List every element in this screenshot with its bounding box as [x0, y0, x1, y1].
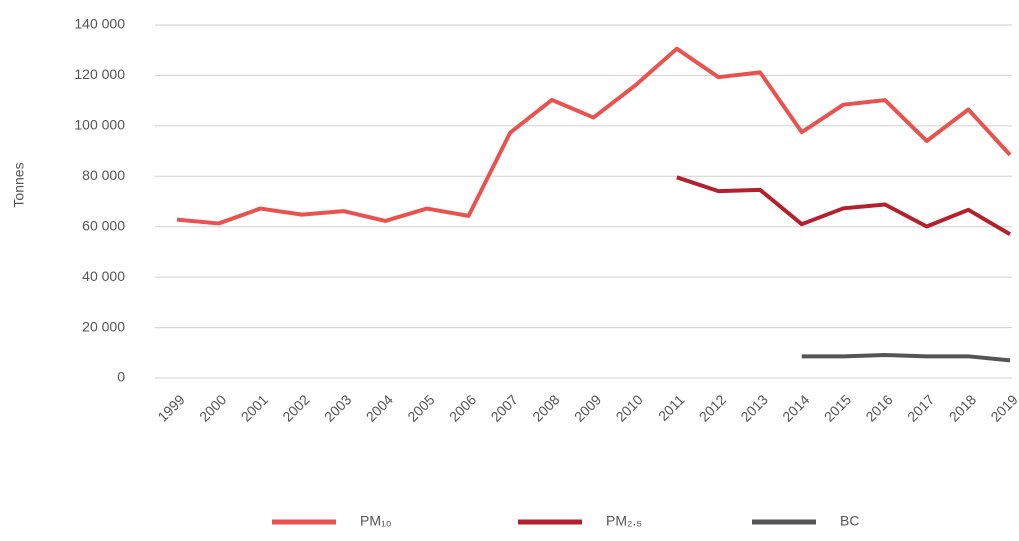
y-tick-label: 60 000 [82, 217, 125, 233]
x-tick-label: 2011 [655, 391, 688, 424]
x-tick-label: 1999 [154, 391, 187, 424]
x-tick-label: 2002 [279, 391, 312, 424]
y-tick-label: 100 000 [74, 117, 125, 133]
x-tick-label: 2005 [404, 391, 437, 424]
legend-label: PM₁₀ [360, 513, 392, 529]
x-tick-label: 2008 [529, 391, 562, 424]
x-tick-label: 2010 [613, 391, 646, 424]
y-tick-label: 80 000 [82, 167, 125, 183]
x-tick-label: 2018 [946, 391, 979, 424]
legend-label: BC [840, 513, 859, 529]
x-tick-label: 2001 [238, 391, 271, 424]
y-tick-label: 40 000 [82, 268, 125, 284]
x-tick-label: 2019 [987, 391, 1019, 424]
x-tick-label: 2007 [488, 391, 521, 424]
x-tick-label: 2009 [571, 391, 604, 424]
x-tick-label: 2003 [321, 391, 354, 424]
y-tick-label: 20 000 [82, 318, 125, 334]
line-series [801, 353, 1011, 363]
legend-label: PM₂.₅ [606, 513, 642, 529]
x-tick-label: 2013 [737, 391, 770, 424]
line-series [176, 46, 1012, 226]
y-tick-label: 140 000 [74, 16, 125, 32]
x-tick-label: 2000 [196, 391, 229, 424]
y-tick-label: 0 [117, 369, 125, 385]
y-axis-label: Tonnes [11, 162, 27, 207]
line-series [676, 175, 1012, 237]
x-tick-label: 2006 [446, 391, 479, 424]
y-tick-label: 120 000 [74, 66, 125, 82]
x-tick-label: 2015 [821, 391, 854, 424]
x-tick-label: 2004 [363, 391, 396, 424]
x-tick-label: 2014 [779, 391, 812, 424]
x-tick-label: 2016 [862, 391, 895, 424]
x-tick-label: 2012 [696, 391, 729, 424]
x-tick-label: 2017 [904, 391, 937, 424]
